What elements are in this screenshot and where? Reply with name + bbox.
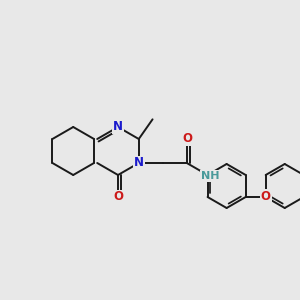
- Text: N: N: [134, 157, 144, 169]
- Text: O: O: [113, 190, 123, 203]
- Text: O: O: [183, 133, 193, 146]
- Text: N: N: [113, 121, 123, 134]
- Text: O: O: [261, 190, 271, 202]
- Text: NH: NH: [201, 171, 220, 181]
